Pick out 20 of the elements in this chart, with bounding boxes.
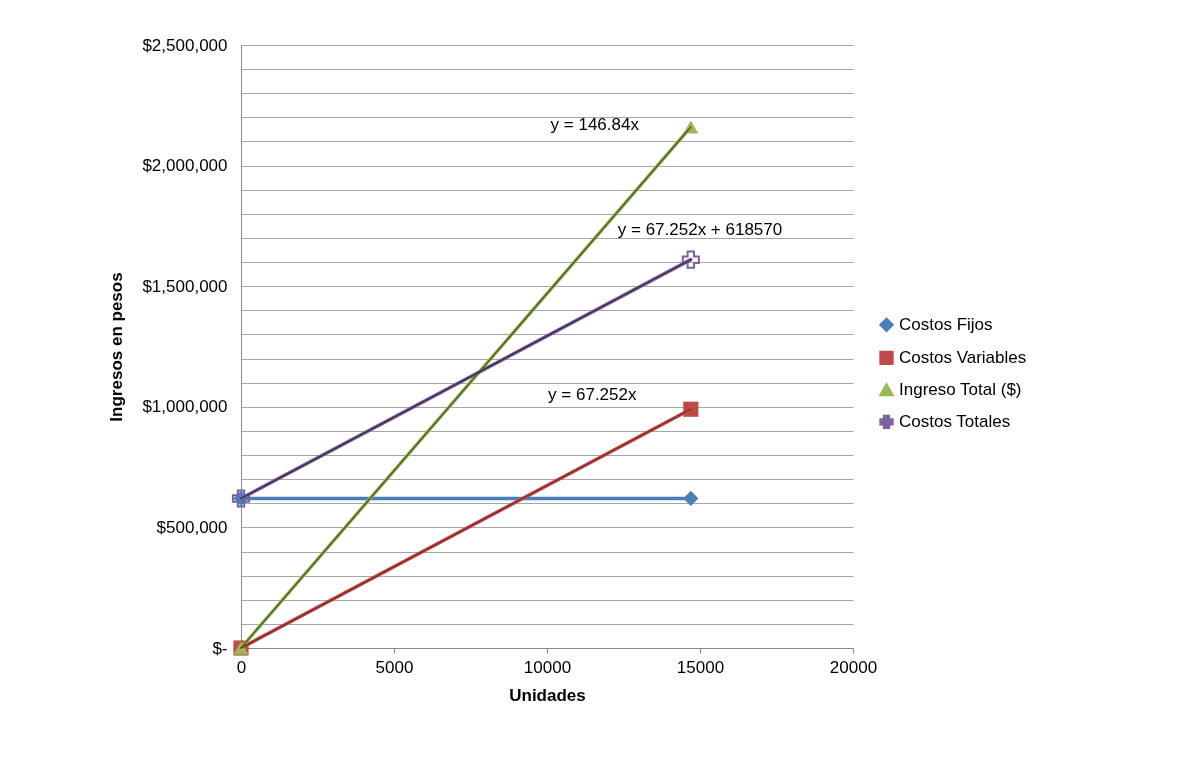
annotation: y = 67.252x (548, 384, 637, 404)
legend-label: Ingreso Total ($) (899, 379, 1022, 399)
x-tick-label: 20000 (829, 657, 878, 677)
y-tick-label: $- (212, 638, 228, 658)
x-tick-label: 5000 (375, 657, 414, 677)
legend-label: Costos Variables (899, 347, 1027, 367)
y-axis-title: Ingresos en pesos (107, 272, 127, 422)
legend-label: Costos Totales (899, 411, 1011, 431)
x-axis-title: Unidades (509, 685, 586, 705)
y-tick-label: $500,000 (156, 517, 228, 537)
y-tick-label: $2,500,000 (142, 35, 228, 55)
x-tick-label: 0 (236, 657, 247, 677)
legend-label: Costos Fijos (899, 314, 993, 334)
annotation: y = 146.84x (550, 115, 640, 135)
y-tick-label: $1,000,000 (142, 397, 228, 417)
y-tick-label: $2,000,000 (142, 156, 228, 176)
annotation: y = 67.252x + 618570 (617, 220, 783, 240)
x-tick-label: 10000 (523, 657, 572, 677)
x-tick-label: 15000 (676, 657, 725, 677)
y-tick-label: $1,500,000 (142, 276, 228, 296)
